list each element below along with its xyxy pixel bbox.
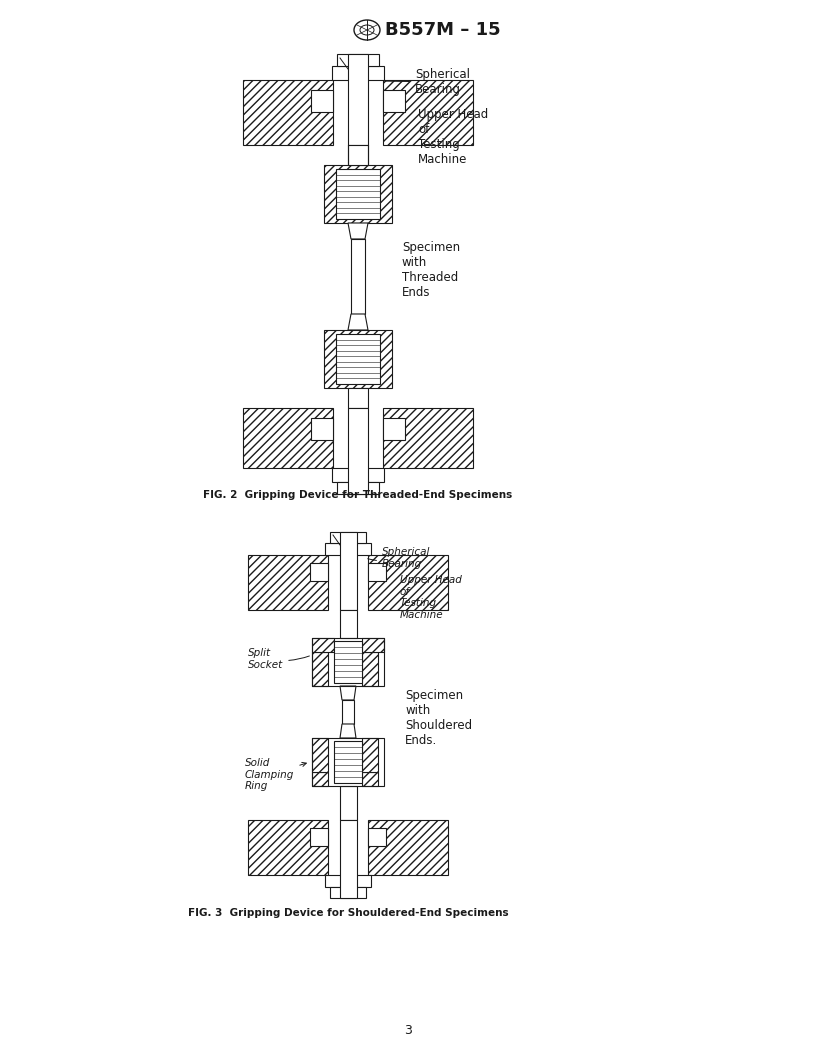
Bar [248, 821, 328, 875]
Bar [325, 875, 371, 887]
Polygon shape [310, 563, 328, 581]
Bar [340, 786, 357, 821]
Bar [340, 610, 357, 638]
Bar [383, 80, 473, 145]
Text: 3: 3 [404, 1023, 412, 1037]
Bar [362, 638, 384, 652]
Text: Solid
Clamping
Ring: Solid Clamping Ring [245, 758, 306, 791]
Bar [243, 80, 333, 145]
Bar [332, 65, 384, 80]
Bar [362, 652, 378, 686]
Bar [312, 738, 328, 772]
Polygon shape [348, 314, 368, 329]
Text: Upper Head
of
Testing
Machine: Upper Head of Testing Machine [400, 576, 462, 620]
Bar [336, 169, 380, 219]
Bar [362, 772, 378, 786]
Bar [368, 821, 448, 875]
Text: Upper Head
of
Testing
Machine: Upper Head of Testing Machine [418, 108, 488, 166]
Bar [348, 145, 368, 165]
Bar [348, 408, 368, 494]
Bar [248, 555, 328, 610]
Bar [312, 772, 328, 786]
Polygon shape [340, 724, 356, 738]
Polygon shape [368, 563, 386, 581]
Bar [332, 468, 384, 482]
Polygon shape [311, 90, 333, 112]
Bar [330, 887, 366, 898]
Bar [342, 700, 354, 724]
Bar [334, 641, 362, 683]
Text: B557M – 15: B557M – 15 [385, 21, 501, 39]
Bar [340, 821, 357, 898]
Text: Spherical
Bearing: Spherical Bearing [368, 547, 430, 568]
Bar [348, 388, 368, 408]
Bar [312, 738, 384, 786]
Bar [334, 741, 362, 782]
Polygon shape [340, 686, 356, 700]
Text: Specimen
with
Shouldered
Ends.: Specimen with Shouldered Ends. [405, 689, 472, 747]
Text: FIG. 3  Gripping Device for Shouldered-End Specimens: FIG. 3 Gripping Device for Shouldered-En… [188, 908, 508, 918]
Text: FIG. 2  Gripping Device for Threaded-End Specimens: FIG. 2 Gripping Device for Threaded-End … [203, 490, 512, 499]
Text: Specimen
with
Threaded
Ends: Specimen with Threaded Ends [402, 241, 460, 299]
Bar [340, 532, 357, 610]
Polygon shape [310, 828, 328, 846]
Text: Split
Socket: Split Socket [248, 648, 309, 670]
Bar [312, 638, 384, 686]
Text: Spherical
Bearing: Spherical Bearing [385, 68, 470, 96]
Bar [383, 408, 473, 468]
Ellipse shape [360, 25, 374, 35]
Polygon shape [368, 828, 386, 846]
Bar [312, 652, 328, 686]
Bar [325, 543, 371, 555]
Bar [324, 329, 392, 388]
Polygon shape [311, 418, 333, 440]
Bar [337, 482, 379, 494]
Polygon shape [383, 90, 405, 112]
Polygon shape [383, 418, 405, 440]
Bar [336, 334, 380, 384]
Bar [337, 54, 379, 65]
Ellipse shape [354, 20, 380, 40]
Bar [243, 408, 333, 468]
Bar [362, 738, 378, 772]
Bar [312, 638, 334, 652]
Polygon shape [348, 223, 368, 239]
Bar [348, 54, 368, 145]
Bar [368, 555, 448, 610]
Bar [330, 532, 366, 543]
Bar [324, 165, 392, 223]
Bar [351, 239, 365, 314]
